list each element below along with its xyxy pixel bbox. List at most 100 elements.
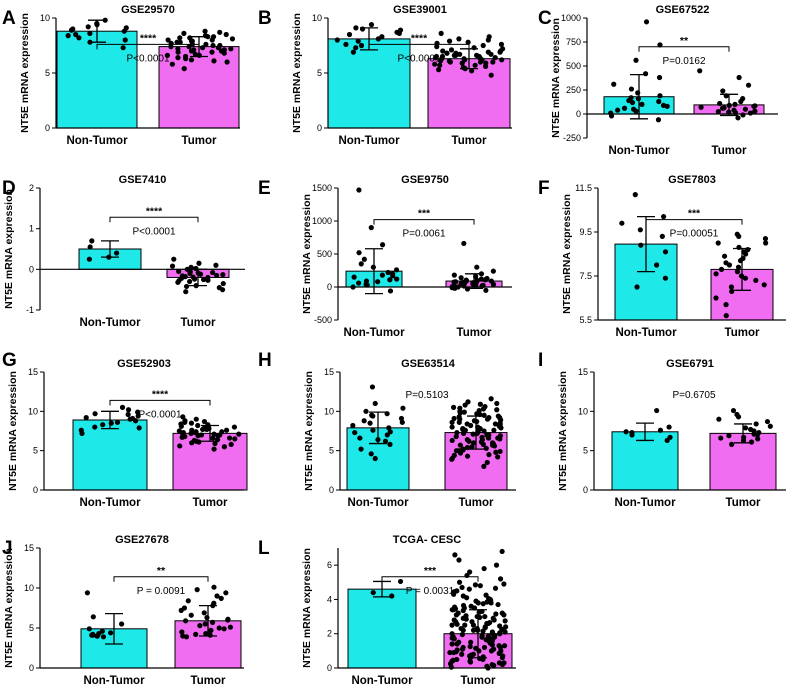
data-point	[107, 630, 114, 636]
p-value: P<0.0001	[138, 409, 182, 420]
data-point	[194, 587, 200, 593]
data-point	[211, 431, 217, 437]
data-point	[187, 269, 193, 275]
data-point	[451, 649, 457, 656]
data-point	[452, 285, 458, 291]
data-point	[231, 424, 238, 430]
chart-title: GSE9750	[401, 174, 449, 186]
data-point	[488, 278, 495, 284]
data-point	[201, 610, 207, 616]
data-point	[119, 621, 125, 627]
data-point	[449, 631, 455, 637]
data-point	[498, 417, 504, 423]
y-tick-label: 0	[329, 485, 334, 495]
x-label-tumor: Tumor	[193, 497, 228, 509]
significance-stars: ***	[418, 208, 431, 220]
data-point	[497, 631, 503, 637]
data-point	[201, 418, 208, 425]
p-value: P=0.0162	[662, 56, 706, 67]
data-point	[740, 255, 746, 261]
data-point	[726, 433, 732, 439]
data-point	[473, 52, 480, 59]
data-point	[454, 641, 460, 647]
data-point	[453, 433, 459, 440]
y-tick-label: 500	[566, 61, 581, 71]
data-point	[481, 565, 487, 572]
data-point	[639, 101, 645, 107]
y-tick-label: 1000	[312, 216, 332, 226]
p-value: P = 0.0091	[137, 586, 186, 597]
data-point	[220, 272, 226, 278]
data-point	[209, 269, 216, 276]
significance-stars: ***	[688, 208, 701, 220]
data-point	[86, 256, 92, 262]
chart-title: GSE6791	[666, 358, 714, 370]
data-point	[130, 415, 136, 422]
data-point	[736, 244, 742, 250]
data-point	[183, 618, 189, 624]
data-point	[368, 451, 374, 457]
significance-stars: **	[680, 35, 689, 47]
data-point	[438, 30, 444, 36]
data-point	[698, 104, 704, 110]
data-point	[199, 45, 206, 51]
data-point	[723, 260, 729, 266]
data-point	[458, 625, 464, 632]
significance-stars: **	[157, 565, 166, 577]
panel-letter: E	[258, 178, 271, 199]
y-tick-label: -250	[563, 133, 581, 143]
data-point	[355, 38, 361, 44]
data-point	[478, 276, 485, 282]
data-point	[236, 431, 242, 437]
bar-non-tumor	[327, 38, 411, 129]
significance-bracket	[109, 399, 211, 406]
data-point	[228, 441, 234, 447]
data-point	[662, 275, 668, 281]
chart-title: TCGA- CESC	[393, 534, 462, 546]
data-point	[84, 590, 91, 596]
x-label-tumor: Tumor	[459, 497, 494, 509]
y-tick-label: 15	[324, 367, 334, 377]
data-point	[717, 100, 723, 107]
panel-letter: D	[2, 178, 16, 199]
data-point	[657, 427, 664, 433]
data-point	[434, 40, 440, 46]
data-point	[633, 57, 639, 63]
y-axis-label: NT5E mRNA expression	[301, 548, 313, 668]
data-point	[464, 437, 470, 443]
data-point	[224, 59, 230, 65]
data-point	[351, 274, 357, 280]
y-tick-label: 500	[317, 249, 332, 259]
data-point	[187, 278, 193, 285]
data-point	[615, 107, 621, 113]
y-tick-label: 0	[29, 663, 34, 673]
y-tick-label: 5	[33, 446, 38, 456]
panel-e: E GSE9750 NT5E mRNA expression-500 0 500 1000…	[258, 174, 512, 339]
bar-non-tumor	[347, 588, 417, 669]
data-point	[460, 593, 466, 599]
data-point	[476, 407, 482, 414]
data-point	[460, 426, 466, 432]
data-point	[382, 438, 389, 444]
data-point	[181, 66, 187, 72]
x-label-tumor: Tumor	[712, 145, 747, 157]
data-point	[456, 36, 462, 42]
y-axis-label: NT5E mRNA expression	[3, 548, 15, 668]
data-point	[454, 429, 460, 436]
p-value: P<0.0001	[397, 53, 441, 64]
data-point	[502, 618, 508, 624]
data-point	[334, 37, 340, 43]
x-label-non-tumor: Non-Tumor	[608, 145, 670, 157]
data-point	[730, 407, 737, 414]
data-point	[459, 651, 465, 657]
data-point	[210, 435, 216, 441]
data-point	[501, 643, 508, 649]
data-point	[479, 437, 486, 443]
x-label-non-tumor: Non-Tumor	[343, 327, 405, 339]
significance-bracket	[96, 43, 200, 50]
data-point	[449, 635, 455, 641]
data-point	[180, 414, 186, 420]
data-point	[386, 425, 392, 431]
y-axis-label: NT5E mRNA expression	[557, 371, 569, 491]
data-point	[489, 661, 495, 668]
